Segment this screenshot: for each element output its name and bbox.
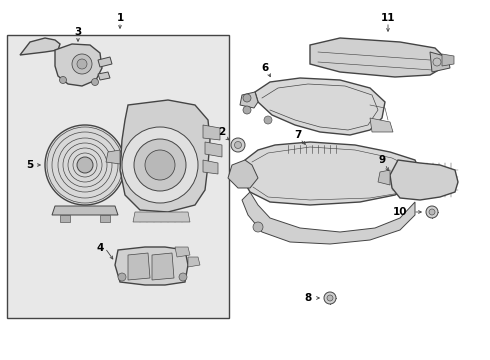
Polygon shape: [370, 118, 393, 132]
Text: 5: 5: [26, 160, 34, 170]
Polygon shape: [242, 142, 420, 205]
Circle shape: [433, 58, 441, 66]
Circle shape: [231, 138, 245, 152]
Circle shape: [45, 125, 125, 205]
Text: 8: 8: [304, 293, 312, 303]
Text: 10: 10: [393, 207, 407, 217]
Polygon shape: [240, 92, 258, 108]
Circle shape: [72, 54, 92, 74]
Polygon shape: [106, 150, 120, 164]
Circle shape: [429, 209, 435, 215]
Circle shape: [327, 295, 333, 301]
Circle shape: [145, 150, 175, 180]
Text: 11: 11: [381, 13, 395, 23]
Polygon shape: [430, 52, 450, 72]
Circle shape: [77, 59, 87, 69]
Circle shape: [235, 141, 242, 148]
Circle shape: [179, 273, 187, 281]
Polygon shape: [98, 57, 112, 67]
Polygon shape: [175, 247, 190, 257]
Polygon shape: [203, 160, 218, 174]
Circle shape: [134, 139, 186, 191]
Polygon shape: [378, 170, 390, 185]
Polygon shape: [115, 247, 188, 285]
Text: 3: 3: [74, 27, 82, 37]
Text: 4: 4: [97, 243, 104, 253]
Polygon shape: [152, 253, 174, 280]
Polygon shape: [205, 142, 222, 157]
Circle shape: [264, 116, 272, 124]
Polygon shape: [60, 215, 70, 222]
Polygon shape: [310, 38, 445, 77]
Polygon shape: [133, 212, 190, 222]
Circle shape: [122, 127, 198, 203]
Polygon shape: [203, 125, 220, 140]
Polygon shape: [188, 257, 200, 267]
Polygon shape: [120, 100, 210, 212]
Polygon shape: [52, 206, 118, 215]
Polygon shape: [128, 253, 150, 280]
Text: 1: 1: [117, 13, 123, 23]
Polygon shape: [98, 72, 110, 80]
Polygon shape: [242, 192, 415, 244]
FancyBboxPatch shape: [7, 35, 229, 318]
Polygon shape: [390, 160, 458, 200]
Polygon shape: [228, 160, 258, 188]
Circle shape: [426, 206, 438, 218]
Circle shape: [253, 222, 263, 232]
Text: 9: 9: [378, 155, 386, 165]
Polygon shape: [55, 44, 102, 86]
Circle shape: [59, 77, 67, 84]
Circle shape: [92, 78, 98, 85]
Text: 6: 6: [261, 63, 269, 73]
Polygon shape: [442, 54, 454, 66]
Polygon shape: [100, 215, 110, 222]
Circle shape: [118, 273, 126, 281]
Polygon shape: [20, 38, 60, 55]
Polygon shape: [255, 78, 385, 135]
Circle shape: [324, 292, 336, 304]
Circle shape: [243, 94, 251, 102]
Text: 2: 2: [219, 127, 225, 137]
Text: 7: 7: [294, 130, 302, 140]
Circle shape: [77, 157, 93, 173]
Circle shape: [243, 106, 251, 114]
